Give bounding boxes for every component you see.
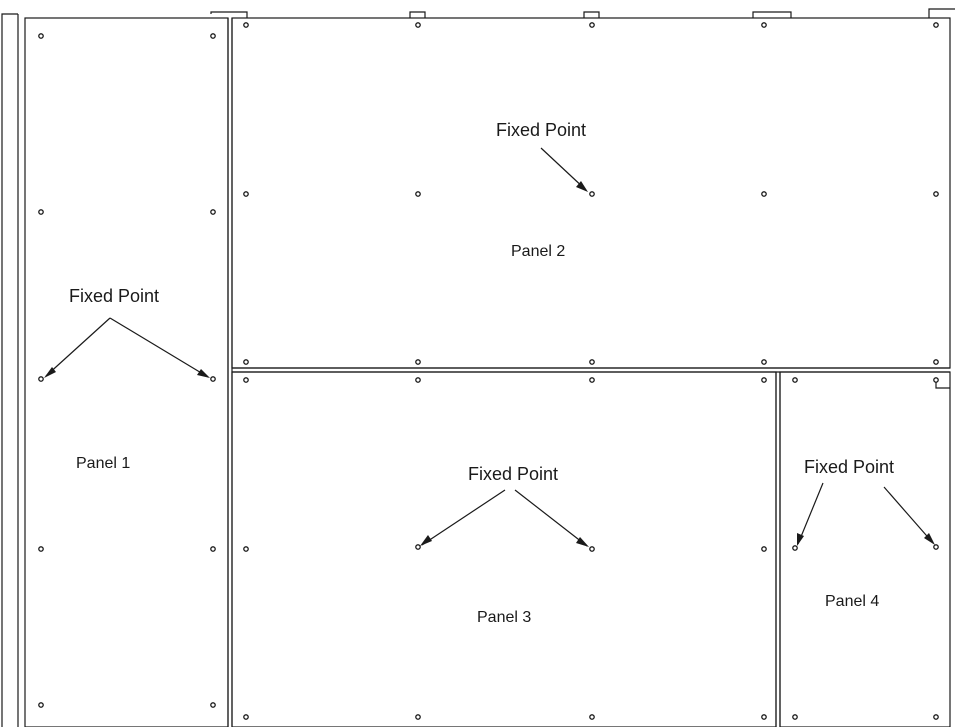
- bolt-hole: [210, 209, 216, 215]
- arrowhead-icon: [797, 533, 804, 546]
- bolt-hole: [243, 546, 249, 552]
- bolt-hole: [38, 702, 44, 708]
- panel-2-outline: [231, 17, 951, 369]
- bolt-hole: [761, 359, 767, 365]
- bolt-hole: [589, 377, 595, 383]
- bolt-hole: [210, 702, 216, 708]
- fixed-point-arrow: [883, 486, 934, 544]
- fixed-point-arrow: [45, 317, 111, 377]
- bolt-hole: [415, 544, 421, 550]
- panel-1-outline: [24, 17, 229, 727]
- bolt-hole: [589, 22, 595, 28]
- bolt-hole: [243, 191, 249, 197]
- arrowhead-icon: [576, 537, 589, 547]
- bolt-hole: [210, 376, 216, 382]
- bolt-hole: [415, 377, 421, 383]
- panel-4-outline: [779, 371, 951, 727]
- fixed-point-label-panel-4: Fixed Point: [804, 457, 894, 477]
- bolt-hole: [243, 359, 249, 365]
- fixed-point-arrow: [797, 482, 824, 545]
- bolt-hole: [792, 714, 798, 720]
- bolt-hole: [761, 377, 767, 383]
- panel-1-label: Panel 1: [76, 455, 130, 472]
- arrowhead-icon: [924, 533, 935, 545]
- bolt-hole: [38, 209, 44, 215]
- bolt-hole: [415, 714, 421, 720]
- panel-2-holes: [243, 22, 939, 365]
- fixed-point-arrows: [44, 147, 935, 547]
- bolt-hole: [243, 22, 249, 28]
- bolt-hole: [589, 714, 595, 720]
- bolt-hole: [792, 377, 798, 383]
- panel-1-holes: [38, 33, 216, 708]
- fixed-point-label-panel-1: Fixed Point: [69, 286, 159, 306]
- panel-3-outline: [231, 371, 777, 727]
- fixed-point-arrow: [514, 489, 588, 547]
- bolt-hole: [38, 546, 44, 552]
- fixed-point-arrow: [421, 489, 506, 546]
- arrowhead-icon: [197, 369, 210, 378]
- bolt-hole: [210, 33, 216, 39]
- fixed-point-arrow: [540, 147, 587, 191]
- arrowhead-icon: [44, 367, 56, 378]
- bolt-hole: [415, 22, 421, 28]
- fixed-point-arrow: [109, 317, 209, 378]
- bolt-hole: [761, 546, 767, 552]
- bolt-hole: [761, 22, 767, 28]
- bolt-hole: [933, 359, 939, 365]
- panel-4-label: Panel 4: [825, 593, 879, 610]
- panel-2-label: Panel 2: [511, 243, 565, 260]
- panel-3-holes: [243, 377, 767, 720]
- bolt-hole: [933, 191, 939, 197]
- fixed-point-label-panel-3: Fixed Point: [468, 464, 558, 484]
- bolt-hole: [589, 359, 595, 365]
- bolt-hole: [792, 545, 798, 551]
- arrowhead-icon: [420, 535, 432, 546]
- fixed-point-label-panel-2: Fixed Point: [496, 120, 586, 140]
- bolt-hole: [589, 191, 595, 197]
- bolt-hole: [761, 714, 767, 720]
- bolt-hole: [933, 544, 939, 550]
- arrowhead-icon: [576, 181, 588, 192]
- bolt-hole: [210, 546, 216, 552]
- bolt-hole: [933, 22, 939, 28]
- bolt-hole: [415, 359, 421, 365]
- bolt-hole: [243, 714, 249, 720]
- bolt-hole: [38, 33, 44, 39]
- bolt-hole: [933, 377, 939, 383]
- bolt-hole: [761, 191, 767, 197]
- panel-3-label: Panel 3: [477, 609, 531, 626]
- bolt-hole: [589, 546, 595, 552]
- bolt-hole: [415, 191, 421, 197]
- panel-4-holes: [792, 377, 939, 720]
- bolt-hole: [38, 376, 44, 382]
- bolt-hole: [933, 714, 939, 720]
- bolt-hole: [243, 377, 249, 383]
